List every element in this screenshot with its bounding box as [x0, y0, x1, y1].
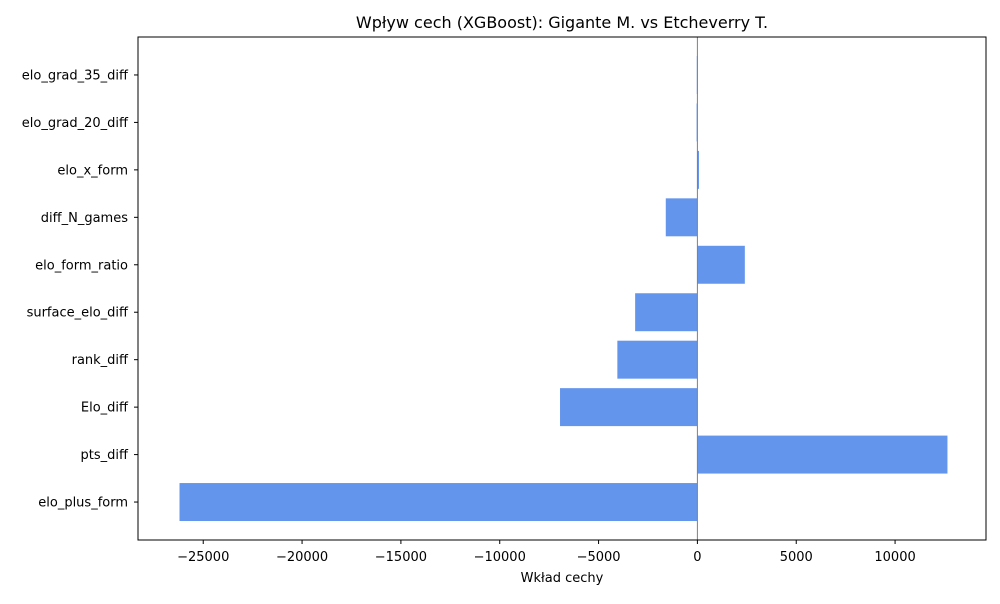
x-tick-label: 10000: [874, 550, 915, 565]
x-tick-label: −5000: [577, 550, 621, 565]
y-tick-label-elo_grad_20_diff: elo_grad_20_diff: [22, 116, 129, 131]
x-tick-label: 0: [693, 550, 701, 565]
y-tick-label-elo_grad_35_diff: elo_grad_35_diff: [22, 68, 129, 83]
bar-elo_plus_form: [179, 483, 698, 522]
y-axis: elo_plus_form pts_diff Elo_diff rank_diff su…: [22, 68, 138, 511]
y-tick-label-elo_form_ratio: elo_form_ratio: [35, 258, 128, 273]
y-tick-label-rank_diff: rank_diff: [72, 353, 129, 368]
bar-diff_N_games: [665, 198, 698, 237]
y-tick-label-elo_plus_form: elo_plus_form: [38, 496, 128, 511]
bar-elo_form_ratio: [697, 245, 745, 284]
bar-Elo_diff: [560, 388, 698, 427]
x-tick-label: −20000: [276, 550, 328, 565]
bars-layer: [179, 55, 948, 522]
plot-frame: [137, 36, 987, 541]
y-tick-label-diff_N_games: diff_N_games: [41, 211, 128, 226]
chart-title: Wpływ cech (XGBoost): Gigante M. vs Etch…: [356, 13, 768, 32]
bar-pts_diff: [697, 435, 948, 474]
y-tick-label-surface_elo_diff: surface_elo_diff: [27, 306, 129, 321]
y-tick-label-elo_x_form: elo_x_form: [57, 163, 128, 178]
y-tick-label-Elo_diff: Elo_diff: [81, 401, 129, 416]
x-tick-label: −25000: [177, 550, 229, 565]
x-tick-label: −15000: [375, 550, 427, 565]
x-axis: −25000 −20000 −15000 −10000 −5000 0 5000 10000: [177, 540, 916, 565]
bar-elo_x_form: [697, 150, 699, 189]
y-tick-label-pts_diff: pts_diff: [81, 448, 129, 463]
x-axis-label: Wkład cechy: [521, 571, 604, 586]
bar-rank_diff: [617, 340, 698, 379]
bar-surface_elo_diff: [635, 293, 698, 332]
x-tick-label: 5000: [780, 550, 813, 565]
x-tick-label: −10000: [474, 550, 526, 565]
